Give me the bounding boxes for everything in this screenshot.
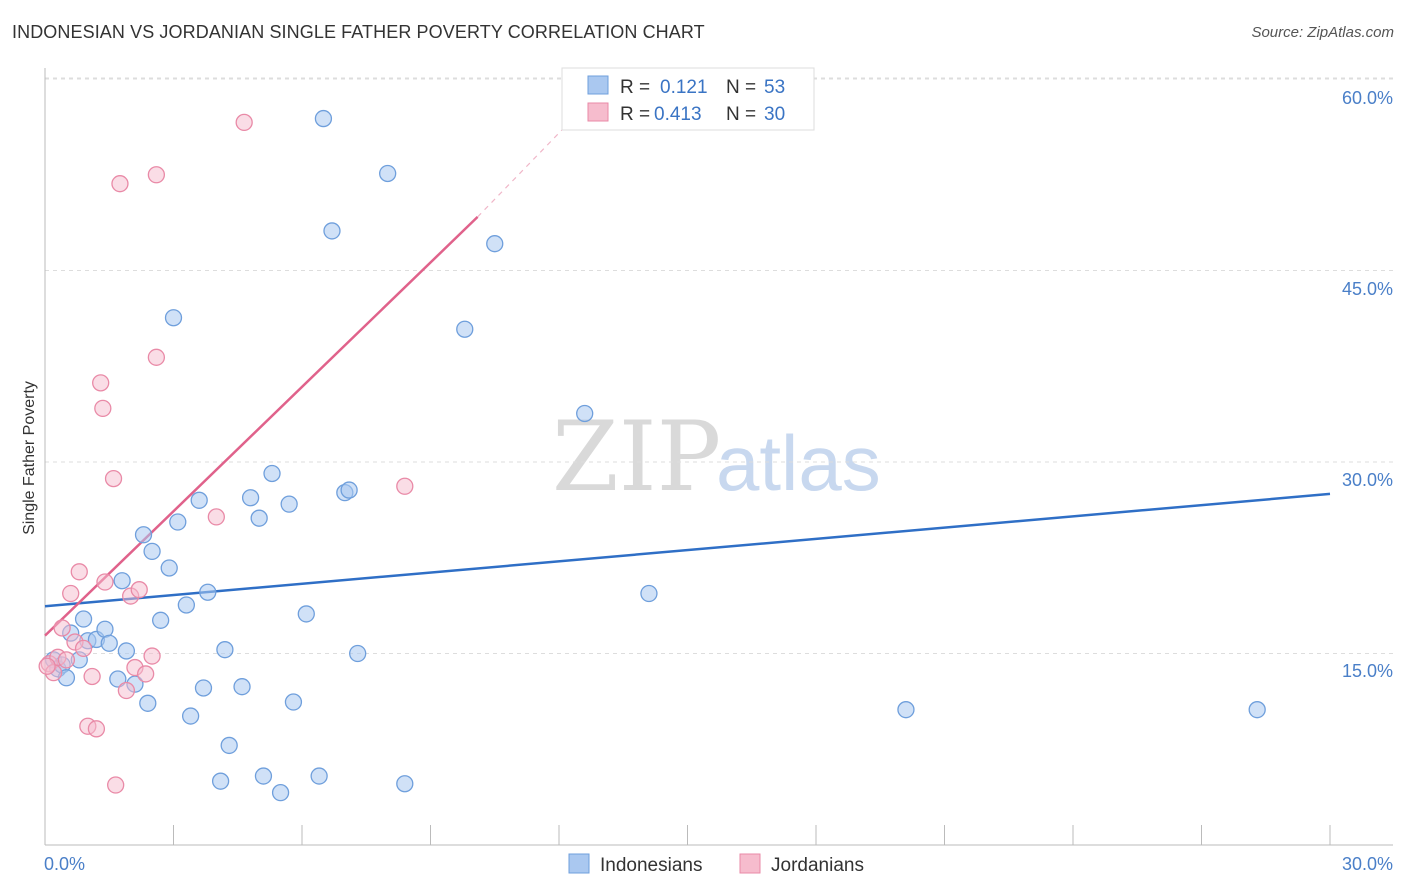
legend-n-value-jordanians: 30 bbox=[764, 104, 785, 125]
point-jordanians-27 bbox=[235, 113, 253, 132]
y-tick-label-60: 60.0% bbox=[1342, 88, 1393, 108]
point-indonesians-24 bbox=[190, 491, 208, 509]
point-jordanians-17 bbox=[111, 175, 129, 193]
point-indonesians-28 bbox=[216, 641, 234, 659]
point-indonesians-26 bbox=[199, 583, 217, 601]
point-indonesians-29 bbox=[220, 736, 238, 755]
legend-swatch-indonesians bbox=[587, 75, 609, 95]
point-jordanians-26 bbox=[207, 508, 225, 526]
legend-r-label-indonesians: R = bbox=[620, 77, 650, 98]
y-axis-label: Single Father Poverty bbox=[21, 381, 38, 535]
point-jordanians-29 bbox=[38, 657, 56, 675]
point-jordanians-28 bbox=[396, 477, 414, 495]
point-jordanians-14 bbox=[96, 573, 114, 591]
point-indonesians-10 bbox=[100, 634, 118, 652]
point-indonesians-37 bbox=[284, 693, 303, 711]
point-indonesians-50 bbox=[640, 584, 658, 603]
trend-line-indonesians bbox=[44, 492, 1331, 608]
point-indonesians-25 bbox=[194, 679, 213, 697]
point-indonesians-31 bbox=[241, 489, 260, 507]
point-jordanians-7 bbox=[70, 563, 88, 581]
legend-swatch-jordanians bbox=[587, 102, 609, 122]
point-indonesians-15 bbox=[134, 526, 153, 544]
x-tick-label-max: 30.0% bbox=[1342, 854, 1393, 874]
x-tick-label-min: 0.0% bbox=[44, 854, 85, 874]
point-jordanians-5 bbox=[62, 584, 80, 603]
point-jordanians-21 bbox=[130, 581, 148, 599]
y-tick-label-30: 30.0% bbox=[1342, 470, 1393, 490]
point-indonesians-38 bbox=[297, 605, 315, 623]
series-legend: Indonesians Jordanians bbox=[568, 853, 864, 876]
point-indonesians-41 bbox=[323, 222, 341, 240]
legend-r-value-indonesians: 0.121 bbox=[660, 77, 708, 98]
point-jordanians-10 bbox=[83, 667, 101, 686]
point-jordanians-13 bbox=[94, 399, 112, 418]
legend-r-label-jordanians: R = bbox=[620, 104, 650, 125]
point-indonesians-23 bbox=[181, 707, 200, 725]
point-jordanians-4 bbox=[57, 651, 76, 669]
trend-line-jordanians bbox=[44, 215, 479, 637]
grid-lines bbox=[45, 77, 1393, 654]
point-indonesians-49 bbox=[576, 404, 594, 423]
point-jordanians-25 bbox=[147, 166, 166, 184]
bottom-legend-swatch-jordanians bbox=[739, 853, 761, 874]
point-indonesians-48 bbox=[486, 235, 504, 253]
trend-lines bbox=[44, 110, 1331, 637]
point-jordanians-15 bbox=[104, 469, 123, 488]
source-credit: Source: ZipAtlas.com bbox=[1251, 24, 1394, 41]
point-indonesians-19 bbox=[160, 559, 178, 577]
legend-n-value-indonesians: 53 bbox=[764, 77, 785, 98]
point-indonesians-51 bbox=[897, 701, 915, 719]
point-jordanians-16 bbox=[107, 776, 125, 794]
point-indonesians-44 bbox=[349, 644, 367, 663]
point-jordanians-18 bbox=[117, 681, 136, 700]
point-indonesians-6 bbox=[74, 610, 93, 628]
point-indonesians-52 bbox=[1248, 701, 1266, 719]
point-indonesians-13 bbox=[117, 642, 136, 660]
point-jordanians-23 bbox=[143, 647, 161, 665]
y-tick-label-45: 45.0% bbox=[1342, 279, 1393, 299]
point-indonesians-22 bbox=[177, 596, 196, 614]
point-indonesians-46 bbox=[396, 775, 414, 793]
stats-legend: R = 0.121 N = 53 R = 0.413 N = 30 bbox=[561, 67, 815, 131]
point-indonesians-45 bbox=[379, 164, 397, 183]
legend-n-label-jordanians: N = bbox=[726, 104, 756, 125]
point-indonesians-47 bbox=[456, 320, 474, 338]
point-indonesians-17 bbox=[143, 542, 161, 561]
point-indonesians-36 bbox=[280, 495, 298, 513]
point-indonesians-43 bbox=[340, 481, 358, 499]
point-indonesians-21 bbox=[169, 513, 187, 531]
bottom-legend-indonesians: Indonesians bbox=[600, 855, 702, 876]
point-indonesians-39 bbox=[310, 767, 328, 785]
point-indonesians-34 bbox=[263, 464, 281, 483]
point-indonesians-18 bbox=[151, 611, 170, 629]
bottom-legend-jordanians: Jordanians bbox=[771, 855, 864, 876]
data-points bbox=[38, 109, 1266, 802]
point-indonesians-40 bbox=[314, 109, 333, 128]
point-indonesians-35 bbox=[271, 784, 290, 802]
point-jordanians-12 bbox=[92, 374, 110, 392]
point-indonesians-16 bbox=[139, 694, 157, 712]
point-jordanians-22 bbox=[137, 665, 155, 683]
axes bbox=[44, 68, 1393, 846]
point-jordanians-11 bbox=[87, 720, 106, 738]
legend-r-value-jordanians: 0.413 bbox=[654, 104, 702, 125]
point-indonesians-30 bbox=[233, 678, 251, 696]
point-jordanians-24 bbox=[147, 348, 166, 366]
point-jordanians-8 bbox=[74, 639, 93, 658]
point-indonesians-32 bbox=[250, 509, 268, 527]
point-indonesians-27 bbox=[211, 772, 230, 790]
point-jordanians-3 bbox=[53, 619, 71, 637]
chart-title: INDONESIAN VS JORDANIAN SINGLE FATHER PO… bbox=[12, 22, 705, 42]
bottom-legend-swatch-indonesians bbox=[568, 853, 590, 874]
legend-n-label-indonesians: N = bbox=[726, 77, 756, 98]
y-tick-label-15: 15.0% bbox=[1342, 661, 1393, 681]
point-indonesians-33 bbox=[254, 767, 273, 785]
watermark-atlas: atlas bbox=[716, 419, 881, 507]
point-indonesians-20 bbox=[164, 309, 183, 327]
point-indonesians-11 bbox=[109, 670, 127, 688]
point-indonesians-12 bbox=[113, 572, 131, 590]
